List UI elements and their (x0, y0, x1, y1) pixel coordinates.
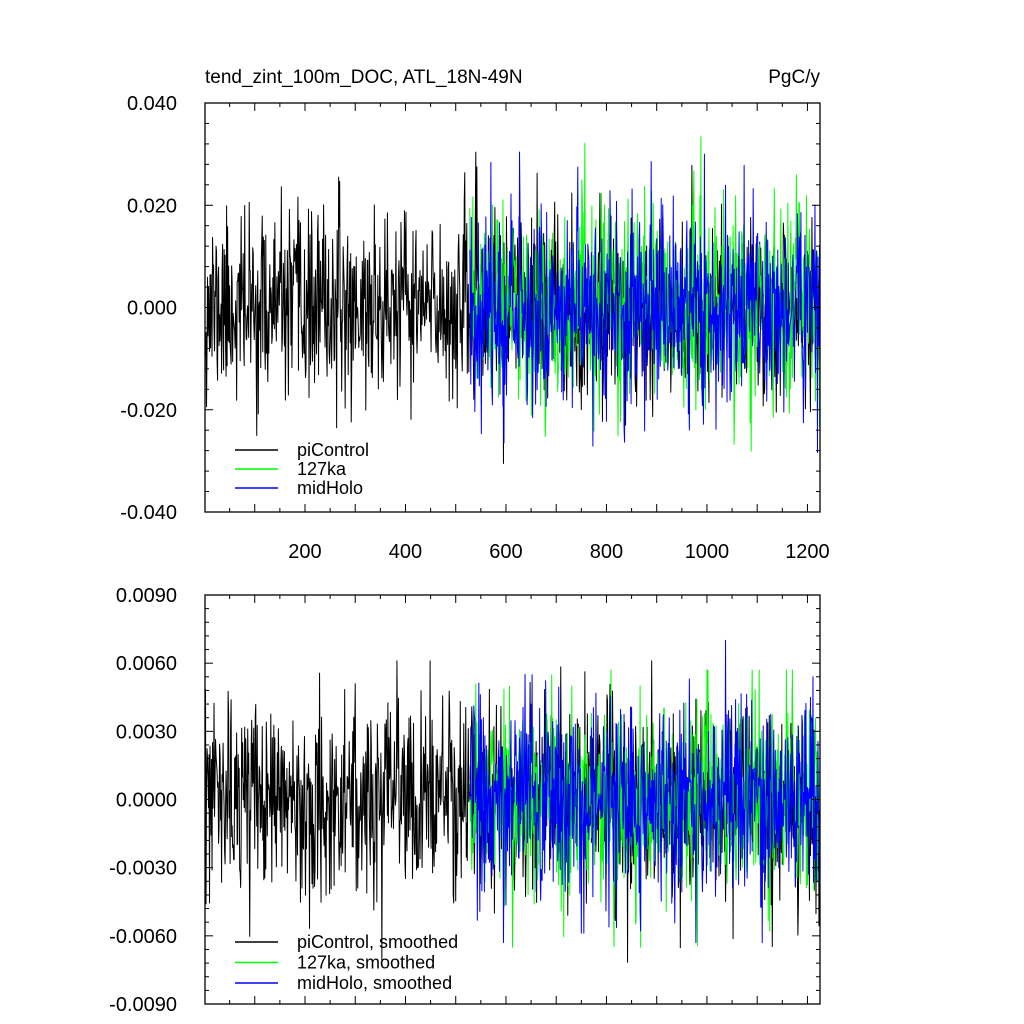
x-tick-label: 1200 (785, 541, 830, 563)
y-tick-label: -0.0030 (109, 858, 177, 880)
chart-title: tend_zint_100m_DOC, ATL_18N-49N (205, 67, 523, 88)
y-tick-label: -0.040 (120, 502, 177, 524)
y-tick-label: 0.0060 (116, 653, 177, 675)
y-tick-label: 0.000 (127, 298, 177, 320)
y-tick-label: -0.0060 (109, 926, 177, 948)
bottom-axis-ticks: -0.0090 -0.0060 -0.0030 0.0000 0.0030 0.0060 0… (109, 585, 820, 1016)
legend-label: midHolo (297, 478, 363, 498)
series-line-3 (469, 639, 821, 944)
legend-label: midHolo, smoothed (297, 973, 452, 993)
top-panel: tend_zint_100m_DOC, ATL_18N-49N PgC/y 20… (120, 67, 829, 563)
y-tick-label: -0.020 (120, 400, 177, 422)
y-tick-label: 0.0090 (116, 585, 177, 607)
legend-label: 127ka (297, 459, 347, 479)
y-tick-label: 0.020 (127, 195, 177, 217)
y-tick-label: 0.0000 (116, 790, 177, 812)
y-tick-label: -0.0090 (109, 994, 177, 1016)
y-tick-label: 0.040 (127, 93, 177, 115)
x-tick-label: 400 (389, 541, 422, 563)
x-tick-label: 800 (590, 541, 623, 563)
legend-label: 127ka, smoothed (297, 953, 435, 973)
legend-label: piControl (297, 440, 369, 460)
bottom-panel: -0.0090 -0.0060 -0.0030 0.0000 0.0030 0.0060 0… (109, 585, 821, 1016)
x-tick-label: 600 (489, 541, 522, 563)
legend-label: piControl, smoothed (297, 932, 458, 952)
y-tick-label: 0.0030 (116, 721, 177, 743)
x-tick-label: 200 (288, 541, 321, 563)
units-label: PgC/y (768, 67, 820, 88)
x-tick-label: 1000 (685, 541, 730, 563)
series-line-3 (469, 151, 821, 454)
top-axis-ticks: 200 400 600 800 1000 1200 -0.040 -0.020 0.000 0.0… (120, 93, 829, 563)
top-series-group (204, 136, 821, 465)
bottom-series-group (204, 639, 821, 963)
